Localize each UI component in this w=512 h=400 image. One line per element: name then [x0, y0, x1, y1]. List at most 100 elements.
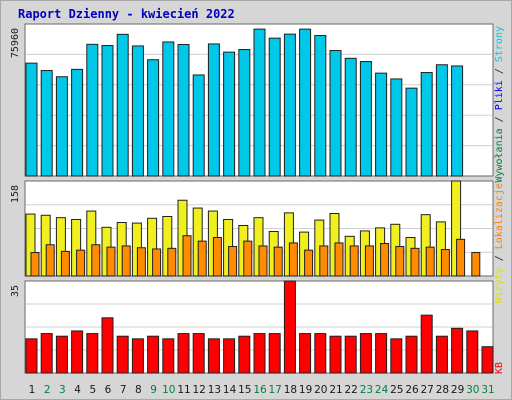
bar-pages-day-20 [314, 35, 327, 177]
x-tick-day-9: 9 [150, 384, 157, 396]
bar-pages-day-9 [147, 59, 160, 177]
legend-item: Wywołania [494, 128, 505, 182]
bar-sites-day-24 [380, 243, 390, 277]
legend-item: Strony [494, 26, 505, 62]
bar-sites-day-26 [410, 247, 420, 277]
bar-sites-day-30 [471, 252, 481, 277]
x-tick-day-27: 27 [421, 384, 434, 396]
bar-sites-day-25 [395, 246, 405, 277]
bar-sites-day-27 [425, 246, 435, 277]
x-tick-day-19: 19 [299, 384, 312, 396]
bar-kb-day-16 [253, 333, 266, 374]
bar-pages-day-16 [253, 28, 266, 177]
legend-item: Lokalizacje [494, 183, 505, 249]
bar-pages-day-19 [299, 28, 312, 177]
legend-separator: / [494, 62, 505, 80]
bar-kb-day-13 [207, 338, 220, 374]
bar-pages-day-3 [55, 76, 68, 177]
bar-pages-day-11 [177, 44, 190, 177]
bar-kb-day-5 [86, 333, 99, 374]
x-tick-day-24: 24 [375, 384, 389, 396]
bar-kb-day-30 [466, 330, 479, 374]
bar-pages-day-5 [86, 43, 99, 177]
bar-kb-day-27 [420, 314, 433, 374]
bar-kb-day-12 [192, 333, 205, 374]
bar-sites-day-17 [273, 246, 283, 277]
x-tick-day-23: 23 [360, 384, 373, 396]
bar-pages-day-17 [268, 37, 281, 177]
y-max-label-bottom: 35 [10, 285, 21, 297]
chart-marks [25, 28, 494, 374]
x-tick-day-10: 10 [162, 384, 175, 396]
bar-kb-day-9 [147, 335, 160, 374]
x-tick-day-20: 20 [314, 384, 327, 396]
bar-sites-day-8 [136, 247, 146, 277]
bar-pages-day-25 [390, 78, 403, 177]
bar-kb-day-10 [162, 338, 175, 374]
bar-pages-day-23 [359, 61, 372, 177]
bar-sites-day-15 [243, 240, 253, 277]
y-max-label-middle: 158 [10, 185, 21, 203]
bar-sites-day-18 [288, 242, 298, 277]
bar-sites-day-16 [258, 245, 268, 277]
x-tick-day-8: 8 [135, 384, 142, 396]
legend-item: Pliki [494, 80, 505, 110]
bar-sites-day-5 [91, 244, 101, 277]
bar-kb-day-2 [40, 333, 53, 374]
x-tick-day-12: 12 [193, 384, 206, 396]
bar-kb-day-21 [329, 335, 342, 374]
bar-kb-day-22 [344, 335, 357, 374]
x-tick-day-3: 3 [59, 384, 66, 396]
x-tick-day-28: 28 [436, 384, 449, 396]
bar-kb-day-11 [177, 333, 190, 374]
bar-sites-day-10 [167, 247, 177, 277]
bar-kb-day-18 [283, 280, 296, 374]
bar-sites-day-11 [182, 235, 192, 277]
bar-kb-day-24 [375, 333, 388, 374]
x-tick-day-13: 13 [208, 384, 221, 396]
bar-kb-day-6 [101, 317, 114, 374]
bar-pages-day-1 [25, 62, 38, 177]
bar-sites-day-6 [106, 246, 116, 277]
bar-pages-day-8 [131, 45, 144, 177]
bar-kb-day-8 [131, 338, 144, 374]
x-tick-day-4: 4 [74, 384, 81, 396]
x-tick-day-22: 22 [345, 384, 358, 396]
bar-sites-day-12 [197, 240, 207, 277]
x-tick-day-25: 25 [390, 384, 403, 396]
x-tick-day-21: 21 [329, 384, 342, 396]
bar-pages-day-21 [329, 50, 342, 177]
bar-pages-day-22 [344, 57, 357, 177]
bar-pages-day-4 [71, 68, 84, 177]
bar-kb-day-15 [238, 335, 251, 374]
bar-sites-day-22 [349, 245, 359, 277]
x-tick-day-11: 11 [177, 384, 190, 396]
x-tick-day-30: 30 [466, 384, 479, 396]
bar-pages-day-26 [405, 87, 418, 177]
bar-sites-day-1 [30, 252, 40, 277]
legend-top: Wywołania / Pliki / Strony [494, 26, 505, 183]
bar-kb-day-14 [223, 338, 236, 374]
bar-pages-day-29 [451, 65, 464, 177]
x-tick-day-15: 15 [238, 384, 251, 396]
bar-pages-day-28 [435, 64, 448, 177]
bar-kb-day-23 [359, 333, 372, 374]
bar-sites-day-19 [304, 249, 314, 277]
bar-kb-day-7 [116, 335, 129, 374]
bar-pages-day-7 [116, 33, 129, 177]
legend-item: Wizyty [494, 267, 505, 303]
bar-sites-day-29 [456, 238, 466, 277]
bar-kb-day-3 [55, 335, 68, 374]
legend-separator: / [494, 249, 505, 267]
bar-sites-day-2 [45, 244, 55, 277]
bar-kb-day-26 [405, 335, 418, 374]
x-tick-day-29: 29 [451, 384, 464, 396]
bar-sites-day-14 [228, 246, 238, 277]
x-tick-day-5: 5 [89, 384, 96, 396]
x-tick-day-18: 18 [284, 384, 297, 396]
bar-sites-day-9 [152, 248, 162, 277]
bar-sites-day-28 [440, 249, 450, 277]
x-tick-day-17: 17 [269, 384, 282, 396]
x-tick-day-1: 1 [29, 384, 36, 396]
